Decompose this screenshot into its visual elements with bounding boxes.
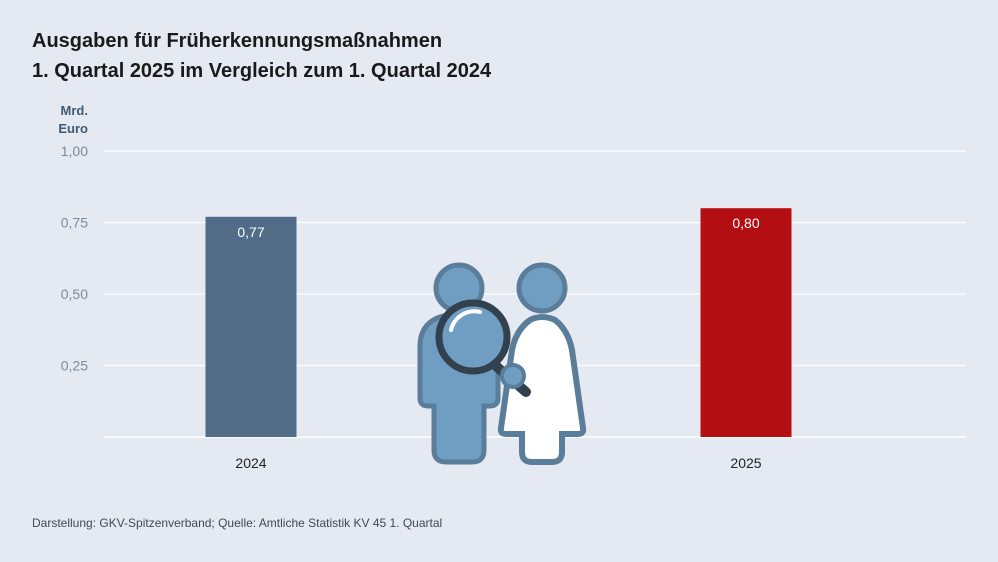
woman-hand bbox=[500, 363, 526, 389]
bar-2025 bbox=[700, 208, 792, 437]
x-tick-label: 2025 bbox=[730, 455, 761, 471]
y-axis-unit-line-1: Mrd. bbox=[60, 103, 88, 118]
bar-value-label: 0,77 bbox=[237, 224, 264, 240]
y-axis-unit: Mrd. Euro bbox=[32, 102, 88, 138]
y-tick-label: 0,25 bbox=[61, 358, 88, 374]
people-with-magnifying-glass-icon bbox=[417, 262, 587, 465]
chart-title-line-2: 1. Quartal 2025 im Vergleich zum 1. Quar… bbox=[32, 60, 492, 82]
y-axis-unit-line-2: Euro bbox=[58, 121, 88, 136]
y-tick-label: 1,00 bbox=[61, 143, 88, 159]
x-tick-label: 2024 bbox=[235, 455, 266, 471]
y-tick-label: 0,50 bbox=[61, 286, 88, 302]
bar-2024 bbox=[205, 216, 297, 437]
y-tick-label: 0,75 bbox=[61, 215, 88, 231]
magnifier-glint bbox=[449, 309, 482, 332]
woman-body bbox=[497, 314, 587, 465]
chart-title-line-1: Ausgaben für Früherkennungsmaßnahmen bbox=[32, 30, 443, 52]
source-note: Darstellung: GKV-Spitzenverband; Quelle:… bbox=[32, 516, 443, 530]
bar-value-label: 0,80 bbox=[732, 215, 759, 231]
chart-title: Ausgaben für Früherkennungsmaßnahmen 1. … bbox=[32, 26, 491, 86]
woman-head bbox=[516, 262, 568, 314]
